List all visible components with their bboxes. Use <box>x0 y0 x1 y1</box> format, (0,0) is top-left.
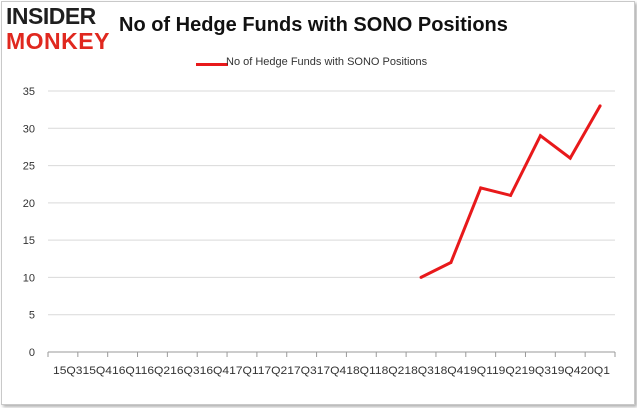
x-axis-ticks: 15Q315Q416Q116Q216Q316Q417Q117Q217Q317Q4… <box>53 365 610 377</box>
data-point-13 <box>449 261 453 265</box>
data-point-18 <box>598 104 602 108</box>
y-tick-label-35: 35 <box>23 86 35 98</box>
logo-line-monkey: MONKEY <box>6 28 110 54</box>
series-line-0 <box>420 105 602 279</box>
y-tick-label-30: 30 <box>23 123 35 135</box>
data-point-15 <box>509 193 513 197</box>
data-point-17 <box>568 156 572 160</box>
x-tick-labels: 15Q315Q416Q116Q216Q316Q417Q117Q217Q317Q4… <box>53 365 610 377</box>
legend-swatch <box>196 63 228 66</box>
logo-line-insider: INSIDER <box>6 3 96 29</box>
y-tick-label-5: 5 <box>29 310 35 322</box>
gridlines <box>48 90 615 316</box>
y-tick-label-20: 20 <box>23 198 35 210</box>
series-group <box>419 104 602 279</box>
y-axis-ticks: 0 5 10 15 20 25 30 35 <box>23 86 35 359</box>
chart-title: No of Hedge Funds with SONO Positions <box>119 14 508 36</box>
insider-monkey-logo: INSIDER MONKEY <box>6 4 118 56</box>
data-point-14 <box>479 186 483 190</box>
y-tick-label-10: 10 <box>23 272 35 284</box>
data-point-16 <box>538 134 542 138</box>
legend-label: No of Hedge Funds with SONO Positions <box>226 56 428 68</box>
data-point-12 <box>419 275 423 279</box>
axes <box>47 351 616 357</box>
y-tick-label-0: 0 <box>29 347 35 359</box>
y-tick-label-25: 25 <box>23 161 35 173</box>
y-tick-label-15: 15 <box>23 235 35 247</box>
